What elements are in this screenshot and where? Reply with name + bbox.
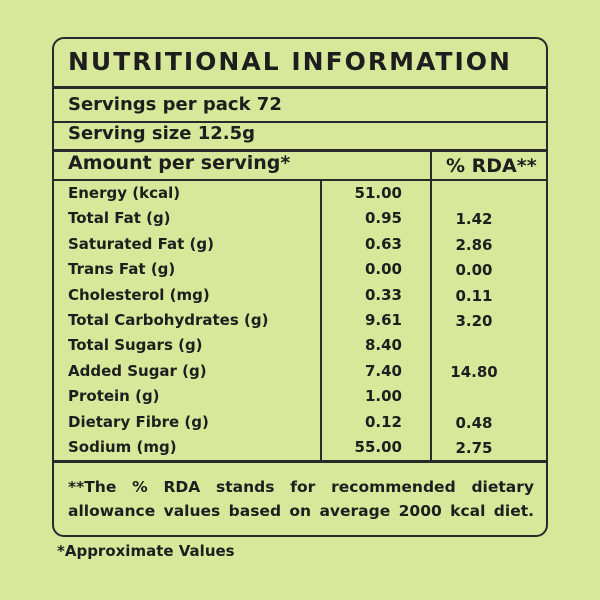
table-row: Total Carbohydrates (g) 9.61 3.20 bbox=[54, 308, 546, 333]
table-row: Cholesterol (mg) 0.33 0.11 bbox=[54, 283, 546, 308]
header-divider bbox=[54, 179, 546, 181]
nutrient-amount: 0.33 bbox=[364, 285, 402, 304]
panel-title: NUTRITIONAL INFORMATION bbox=[68, 47, 512, 76]
approximate-values-note: *Approximate Values bbox=[57, 542, 235, 560]
nutrition-panel: NUTRITIONAL INFORMATION Servings per pac… bbox=[52, 37, 548, 537]
nutrient-amount: 9.61 bbox=[364, 310, 402, 329]
table-row: Protein (g) 1.00 bbox=[54, 384, 546, 409]
nutrient-name: Total Sugars (g) bbox=[68, 336, 203, 355]
nutrient-rda: 1.42 bbox=[455, 210, 493, 229]
nutrient-name: Energy (kcal) bbox=[68, 184, 181, 202]
nutrient-rows: Energy (kcal) 51.00 Total Fat (g) 0.95 1… bbox=[54, 181, 546, 460]
servings-divider bbox=[54, 121, 546, 123]
nutrient-rda: 14.80 bbox=[450, 362, 498, 381]
nutrient-name: Protein (g) bbox=[68, 387, 160, 406]
nutrient-name: Cholesterol (mg) bbox=[68, 285, 210, 304]
footnote-line-2: allowance values based on average 2000 k… bbox=[68, 502, 534, 520]
nutrient-name: Sodium (mg) bbox=[68, 437, 177, 456]
table-row: Sodium (mg) 55.00 2.75 bbox=[54, 435, 546, 460]
nutrient-rda: 0.00 bbox=[455, 261, 493, 280]
nutrient-name: Total Fat (g) bbox=[68, 209, 171, 228]
header-amount-per-serving: Amount per serving* bbox=[68, 152, 291, 174]
table-row: Added Sugar (g) 7.40 14.80 bbox=[54, 359, 546, 384]
nutrient-amount: 51.00 bbox=[354, 184, 402, 202]
nutrient-amount: 0.00 bbox=[364, 260, 402, 279]
table-row: Total Fat (g) 0.95 1.42 bbox=[54, 206, 546, 231]
rda-column-divider bbox=[430, 149, 432, 460]
nutrient-name: Trans Fat (g) bbox=[68, 260, 176, 279]
rda-footnote: **The % RDA stands for recommended dieta… bbox=[68, 475, 534, 523]
table-row: Total Sugars (g) 8.40 bbox=[54, 333, 546, 358]
nutrient-rda: 3.20 bbox=[455, 311, 493, 330]
title-divider bbox=[54, 86, 546, 89]
nutrient-name: Saturated Fat (g) bbox=[68, 234, 214, 253]
nutrient-rda: 2.75 bbox=[455, 438, 493, 457]
servings-per-pack: Servings per pack 72 bbox=[68, 94, 282, 115]
serving-size: Serving size 12.5g bbox=[68, 123, 256, 144]
nutrient-rda: 0.11 bbox=[455, 286, 493, 305]
nutrient-amount: 8.40 bbox=[364, 336, 402, 355]
nutrient-rda: 2.86 bbox=[455, 235, 493, 254]
nutrient-amount: 1.00 bbox=[364, 387, 402, 406]
nutrient-amount: 0.12 bbox=[364, 412, 402, 431]
nutrient-name: Added Sugar (g) bbox=[68, 361, 207, 380]
table-bottom-divider bbox=[54, 460, 546, 463]
footnote-line-1: **The % RDA stands for recommended dieta… bbox=[68, 478, 534, 496]
header-rda: % RDA** bbox=[446, 155, 537, 177]
nutrient-name: Total Carbohydrates (g) bbox=[68, 310, 269, 329]
table-row: Saturated Fat (g) 0.63 2.86 bbox=[54, 232, 546, 257]
table-row: Energy (kcal) 51.00 bbox=[54, 181, 546, 206]
nutrient-amount: 55.00 bbox=[354, 437, 402, 456]
nutrient-amount: 7.40 bbox=[364, 361, 402, 380]
table-row: Dietary Fibre (g) 0.12 0.48 bbox=[54, 410, 546, 435]
serving-size-divider bbox=[54, 149, 546, 152]
nutrient-name: Dietary Fibre (g) bbox=[68, 412, 209, 431]
nutrient-rda: 0.48 bbox=[455, 413, 493, 432]
table-row: Trans Fat (g) 0.00 0.00 bbox=[54, 257, 546, 282]
nutrient-amount: 0.95 bbox=[364, 209, 402, 228]
amount-column-divider bbox=[320, 179, 322, 460]
nutrient-amount: 0.63 bbox=[364, 234, 402, 253]
